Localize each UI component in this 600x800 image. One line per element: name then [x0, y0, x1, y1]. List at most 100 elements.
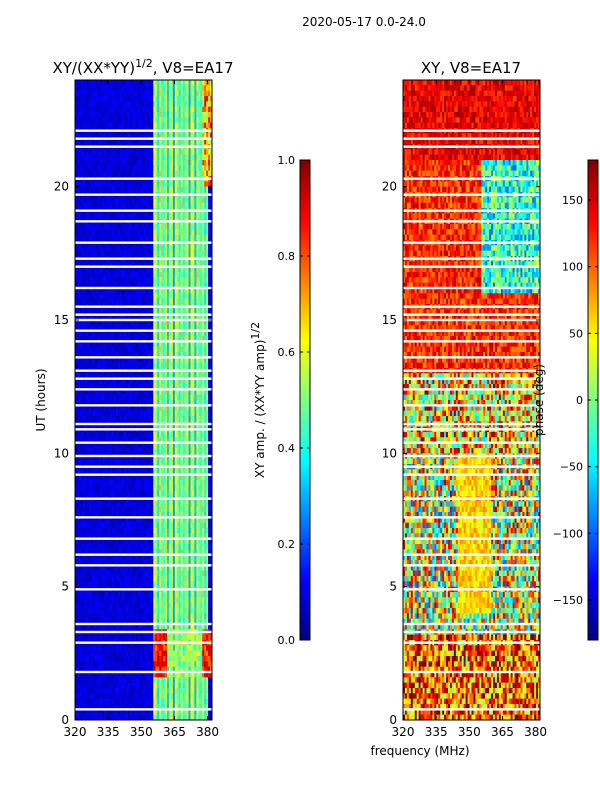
heatmap-cell: [147, 352, 150, 358]
heatmap-cell: [125, 352, 129, 358]
heatmap-cell: [98, 320, 102, 326]
heatmap-cell: [121, 400, 125, 406]
heatmap-cell: [182, 336, 186, 342]
heatmap-cell: [127, 341, 131, 348]
heatmap-cell: [188, 122, 192, 129]
heatmap-cell: [98, 432, 102, 438]
heatmap-cell: [133, 293, 137, 300]
heatmap-cell: [133, 282, 137, 289]
heatmap-cell: [184, 341, 188, 348]
heatmap-cell: [149, 122, 152, 129]
heatmap-cell: [176, 314, 180, 321]
heatmap-cell: [129, 378, 133, 385]
heatmap-cell: [151, 298, 154, 305]
heatmap-cell: [161, 224, 164, 230]
heatmap-cell: [116, 314, 119, 321]
heatmap-cell: [196, 362, 199, 369]
heatmap-cell: [76, 106, 80, 113]
heatmap-cell: [137, 357, 141, 364]
heatmap-cell: [80, 352, 84, 358]
heatmap-cell: [125, 282, 129, 289]
heatmap-cell: [145, 229, 149, 236]
heatmap-cell: [110, 448, 113, 454]
heatmap-cell: [174, 154, 178, 161]
heatmap-cell: [104, 250, 107, 257]
heatmap-cell: [88, 133, 92, 140]
heatmap-cell: [82, 448, 86, 454]
heatmap-cell: [84, 325, 88, 332]
heatmap-cell: [125, 437, 129, 444]
heatmap-cell: [184, 261, 188, 268]
heatmap-cell: [90, 437, 94, 444]
heatmap-cell: [151, 165, 154, 172]
heatmap-cell: [178, 85, 182, 92]
heatmap-cell: [102, 309, 105, 316]
heatmap-cell: [75, 314, 78, 321]
heatmap-cell: [82, 378, 86, 385]
heatmap-cell: [165, 373, 168, 380]
heatmap-cell: [84, 245, 88, 252]
heatmap-cell: [120, 106, 123, 113]
heatmap-cell: [145, 133, 149, 140]
heatmap-cell: [176, 309, 180, 316]
heatmap-cell: [139, 138, 143, 145]
heatmap-cell: [202, 325, 205, 332]
heatmap-cell: [118, 101, 121, 108]
heatmap-cell: [90, 336, 94, 342]
heatmap-cell: [143, 362, 147, 369]
heatmap-cell: [108, 378, 111, 385]
heatmap-cell: [139, 261, 143, 268]
heatmap-cell: [135, 149, 139, 156]
heatmap-cell: [186, 133, 190, 140]
heatmap-cell: [202, 261, 205, 268]
heatmap-cell: [108, 245, 111, 252]
heatmap-cell: [98, 138, 102, 145]
heatmap-cell: [100, 154, 103, 161]
heatmap-cell: [157, 325, 160, 332]
heatmap-cell: [143, 266, 147, 273]
heatmap-cell: [129, 186, 133, 193]
heatmap-cell: [80, 298, 84, 305]
heatmap-cell: [121, 234, 125, 241]
heatmap-cell: [102, 250, 105, 257]
heatmap-cell: [123, 437, 127, 444]
heatmap-cell: [198, 106, 201, 113]
heatmap-cell: [186, 330, 190, 337]
heatmap-cell: [125, 213, 129, 220]
heatmap-cell: [149, 373, 152, 380]
heatmap-cell: [141, 320, 145, 326]
heatmap-cell: [174, 229, 178, 236]
heatmap-cell: [184, 288, 188, 294]
heatmap-cell: [153, 277, 156, 284]
heatmap-cell: [206, 106, 209, 113]
heatmap-cell: [94, 378, 98, 385]
heatmap-cell: [155, 309, 158, 316]
heatmap-cell: [110, 325, 113, 332]
heatmap-cell: [94, 234, 98, 241]
heatmap-cell: [141, 112, 145, 118]
heatmap-cell: [194, 96, 197, 102]
heatmap-cell: [208, 325, 211, 332]
heatmap-cell: [206, 160, 209, 166]
heatmap-cell: [80, 458, 84, 465]
heatmap-cell: [170, 149, 174, 156]
heatmap-cell: [102, 336, 105, 342]
heatmap-cell: [166, 85, 170, 92]
heatmap-cell: [208, 298, 211, 305]
heatmap-cell: [104, 80, 107, 86]
heatmap-cell: [139, 352, 143, 358]
heatmap-cell: [174, 224, 178, 230]
heatmap-cell: [129, 266, 133, 273]
heatmap-cell: [153, 117, 156, 124]
heatmap-cell: [84, 90, 88, 97]
heatmap-cell: [112, 277, 115, 284]
heatmap-cell: [180, 80, 184, 86]
heatmap-cell: [194, 213, 197, 220]
heatmap-cell: [200, 277, 203, 284]
heatmap-cell: [143, 352, 147, 358]
heatmap-cell: [200, 160, 203, 166]
heatmap-cell: [92, 96, 96, 102]
heatmap-cell: [172, 90, 176, 97]
heatmap-cell: [129, 416, 133, 422]
heatmap-cell: [80, 288, 84, 294]
